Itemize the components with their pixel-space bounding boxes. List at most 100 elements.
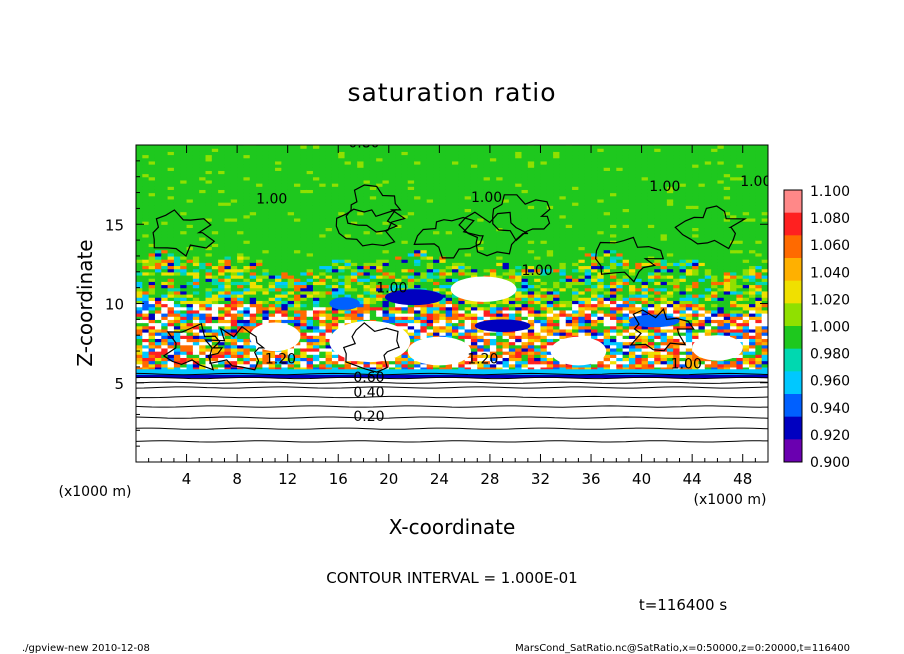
field-cell [382, 145, 390, 149]
field-cell [243, 332, 251, 336]
field-cell [439, 227, 447, 232]
field-cell [401, 145, 409, 149]
field-cell [414, 205, 421, 209]
field-cell [306, 274, 314, 279]
field-cell [262, 360, 270, 365]
field-cell [553, 154, 561, 159]
field-cell [268, 357, 276, 362]
field-cell [325, 287, 333, 292]
field-cell [268, 221, 276, 225]
field-cell [445, 319, 453, 324]
field-cell [243, 335, 251, 339]
field-cell [553, 281, 561, 286]
field-cell [173, 160, 181, 165]
field-cell [445, 306, 453, 311]
field-cell [540, 186, 548, 190]
field-cell [483, 249, 491, 254]
field-cell [414, 183, 421, 187]
field-cell [344, 189, 352, 194]
field-cell [344, 246, 352, 251]
field-cell [249, 313, 257, 317]
field-cell [376, 167, 384, 171]
field-cell [306, 189, 314, 194]
field-cell [312, 268, 320, 273]
field-cell [243, 268, 251, 273]
field-cell [237, 332, 245, 336]
field-cell [224, 173, 232, 178]
field-cell [287, 268, 295, 273]
field-cell [205, 309, 213, 314]
field-cell [338, 192, 346, 197]
field-cell [534, 202, 542, 206]
field-cell [369, 249, 377, 254]
field-cell [136, 189, 143, 194]
field-cell [205, 322, 213, 327]
field-cell [420, 319, 428, 324]
field-cell [262, 290, 270, 295]
field-cell [546, 271, 554, 276]
field-cell [502, 316, 510, 320]
field-cell [452, 268, 459, 273]
field-cell [173, 328, 181, 333]
field-cell [407, 164, 415, 168]
field-cell [199, 195, 207, 200]
field-cell [237, 268, 245, 273]
field-cell [382, 170, 390, 175]
field-cell [376, 290, 384, 295]
field-cell [312, 227, 320, 232]
field-cell [306, 255, 314, 260]
field-cell [312, 309, 320, 314]
field-cell [363, 202, 371, 206]
field-cell [357, 179, 365, 184]
field-cell [262, 297, 270, 301]
field-cell [464, 236, 472, 241]
field-cell [540, 309, 548, 314]
field-cell [218, 357, 226, 362]
field-cell [243, 221, 251, 225]
field-cell [167, 154, 175, 159]
field-cell [319, 233, 327, 238]
field-cell [470, 189, 478, 194]
field-cell [452, 319, 459, 324]
field-cell [294, 309, 301, 314]
field-cell [230, 328, 238, 333]
field-cell [237, 265, 245, 270]
field-cell [275, 202, 282, 206]
field-cell [439, 290, 447, 295]
field-cell [344, 281, 352, 286]
field-cell [439, 167, 447, 171]
field-cell [515, 303, 523, 308]
field-cell [161, 205, 169, 209]
field-cell [173, 259, 181, 263]
field-cell [199, 211, 207, 216]
field-cell [521, 366, 529, 371]
field-cell [407, 322, 415, 327]
field-cell [527, 205, 535, 209]
field-cell [534, 265, 542, 270]
field-cell [325, 363, 333, 368]
field-cell [464, 186, 472, 190]
field-cell [312, 164, 320, 168]
field-cell [249, 148, 257, 152]
field-cell [249, 252, 257, 257]
field-cell [142, 313, 150, 317]
field-cell [237, 240, 245, 244]
field-cell [161, 262, 169, 267]
field-cell [515, 173, 523, 178]
field-cell [275, 278, 282, 282]
field-cell [388, 309, 396, 314]
field-cell [262, 243, 270, 248]
field-cell [300, 170, 308, 175]
field-cell [414, 309, 421, 314]
field-cell [136, 221, 143, 225]
field-cell [350, 255, 358, 260]
field-cell [483, 309, 491, 314]
field-cell [331, 170, 339, 175]
field-cell [294, 230, 301, 235]
field-cell [401, 284, 409, 289]
field-cell [224, 246, 232, 251]
field-cell [306, 265, 314, 270]
field-cell [186, 354, 194, 358]
field-cell [173, 192, 181, 197]
field-cell [167, 268, 175, 273]
